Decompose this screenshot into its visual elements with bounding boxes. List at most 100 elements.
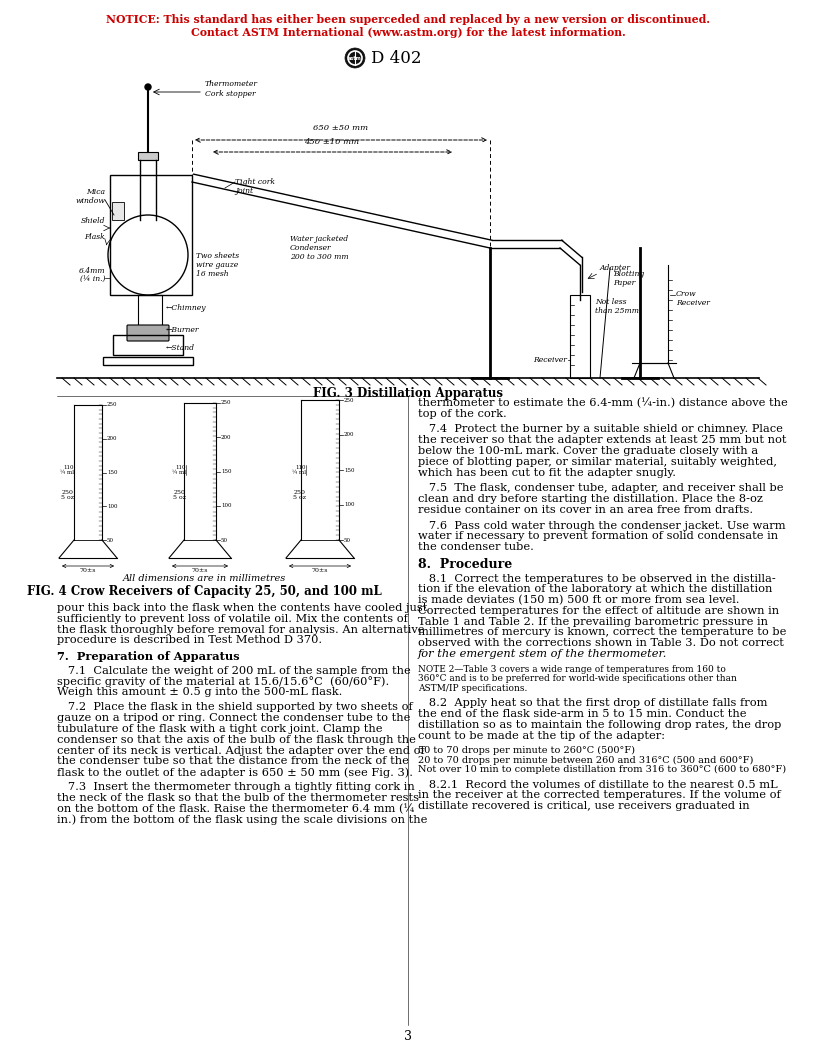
Text: gauze on a tripod or ring. Connect the condenser tube to the: gauze on a tripod or ring. Connect the c… <box>57 713 410 723</box>
Text: 8.2.1  Record the volumes of distillate to the nearest 0.5 mL: 8.2.1 Record the volumes of distillate t… <box>418 779 778 790</box>
Text: 7.3  Insert the thermometer through a tightly fitting cork in: 7.3 Insert the thermometer through a tig… <box>57 782 415 792</box>
Text: count to be made at the tip of the adapter:: count to be made at the tip of the adapt… <box>418 731 665 740</box>
Text: Shield: Shield <box>81 216 105 225</box>
Text: 110
¼ ml: 110 ¼ ml <box>60 465 74 475</box>
Text: Contact ASTM International (www.astm.org) for the latest information.: Contact ASTM International (www.astm.org… <box>191 27 625 38</box>
Text: tubulature of the flask with a tight cork joint. Clamp the: tubulature of the flask with a tight cor… <box>57 724 383 734</box>
Circle shape <box>145 84 151 90</box>
Text: pour this back into the flask when the contents have cooled just: pour this back into the flask when the c… <box>57 603 428 612</box>
Text: 110
¼ ml: 110 ¼ ml <box>292 465 306 475</box>
Bar <box>138 152 158 161</box>
Text: 7.4  Protect the burner by a suitable shield or chimney. Place: 7.4 Protect the burner by a suitable shi… <box>418 425 783 434</box>
Text: ASTM/IP specifications.: ASTM/IP specifications. <box>418 683 527 693</box>
Text: distillation so as to maintain the following drop rates, the drop: distillation so as to maintain the follo… <box>418 720 782 730</box>
Text: specific gravity of the material at 15.6/15.6°C  (60/60°F).: specific gravity of the material at 15.6… <box>57 677 389 687</box>
Text: top of the cork.: top of the cork. <box>418 409 507 419</box>
Text: Weigh this amount ± 0.5 g into the 500-mL flask.: Weigh this amount ± 0.5 g into the 500-m… <box>57 687 343 697</box>
Text: on the bottom of the flask. Raise the thermometer 6.4 mm (¼: on the bottom of the flask. Raise the th… <box>57 804 415 814</box>
Text: 100: 100 <box>107 504 118 509</box>
Text: 50 to 70 drops per minute to 260°C (500°F): 50 to 70 drops per minute to 260°C (500°… <box>418 747 635 755</box>
Text: ←Stand: ←Stand <box>166 344 195 352</box>
Text: Flask: Flask <box>84 233 105 241</box>
Text: 7.6  Pass cold water through the condenser jacket. Use warm: 7.6 Pass cold water through the condense… <box>418 521 786 530</box>
Text: 200: 200 <box>221 435 232 439</box>
Bar <box>570 295 590 378</box>
Bar <box>110 175 192 295</box>
Text: ←Burner: ←Burner <box>166 326 199 334</box>
Text: tion if the elevation of the laboratory at which the distillation: tion if the elevation of the laboratory … <box>418 584 773 595</box>
Bar <box>138 295 162 333</box>
Text: condenser so that the axis of the bulb of the flask through the: condenser so that the axis of the bulb o… <box>57 735 416 744</box>
Text: Crow
Receiver: Crow Receiver <box>676 290 710 307</box>
Text: which has been cut to fit the adapter snugly.: which has been cut to fit the adapter sn… <box>418 468 676 477</box>
Text: 7.5  The flask, condenser tube, adapter, and receiver shall be: 7.5 The flask, condenser tube, adapter, … <box>418 484 783 493</box>
Text: observed with the corrections shown in Table 3. Do not correct: observed with the corrections shown in T… <box>418 638 784 648</box>
Text: clean and dry before starting the distillation. Place the 8-oz: clean and dry before starting the distil… <box>418 494 763 504</box>
Text: water if necessary to prevent formation of solid condensate in: water if necessary to prevent formation … <box>418 531 778 542</box>
Text: FIG. 3 Distillation Apparatus: FIG. 3 Distillation Apparatus <box>313 386 503 400</box>
Text: the condenser tube.: the condenser tube. <box>418 542 534 552</box>
Text: 100: 100 <box>344 503 354 508</box>
Text: residue container on its cover in an area free from drafts.: residue container on its cover in an are… <box>418 505 753 515</box>
Text: is made deviates (150 m) 500 ft or more from sea level.: is made deviates (150 m) 500 ft or more … <box>418 596 739 605</box>
Text: piece of blotting paper, or similar material, suitably weighted,: piece of blotting paper, or similar mate… <box>418 457 777 467</box>
Text: 650 ±50 mm: 650 ±50 mm <box>313 124 369 132</box>
Text: Cork stopper: Cork stopper <box>205 90 255 98</box>
Text: Thermometer: Thermometer <box>205 80 258 88</box>
Text: 100: 100 <box>221 504 232 508</box>
Bar <box>113 335 183 355</box>
Text: 8.1  Correct the temperatures to be observed in the distilla-: 8.1 Correct the temperatures to be obser… <box>418 573 776 584</box>
Text: 50: 50 <box>221 538 228 543</box>
Text: for the emergent stem of the thermometer.: for the emergent stem of the thermometer… <box>418 649 667 659</box>
Text: ←Chimney: ←Chimney <box>166 304 206 312</box>
Text: FIG. 4 Crow Receivers of Capacity 25, 50, and 100 mL: FIG. 4 Crow Receivers of Capacity 25, 50… <box>27 585 381 598</box>
Text: Table 1 and Table 2. If the prevailing barometric pressure in: Table 1 and Table 2. If the prevailing b… <box>418 617 768 626</box>
Text: astm: astm <box>348 56 361 60</box>
Text: 200: 200 <box>344 433 354 437</box>
Text: thermometer to estimate the 6.4-mm (¼-in.) distance above the: thermometer to estimate the 6.4-mm (¼-in… <box>418 398 787 409</box>
Text: NOTICE: This standard has either been superceded and replaced by a new version o: NOTICE: This standard has either been su… <box>106 14 710 25</box>
Text: in.) from the bottom of the flask using the scale divisions on the: in.) from the bottom of the flask using … <box>57 814 428 825</box>
Text: 6.4mm: 6.4mm <box>78 267 105 275</box>
Text: 250: 250 <box>344 397 354 402</box>
Text: 200: 200 <box>107 436 118 441</box>
Text: 250: 250 <box>107 402 118 408</box>
Text: center of its neck is vertical. Adjust the adapter over the end of: center of its neck is vertical. Adjust t… <box>57 746 425 755</box>
Text: Not over 10 min to complete distillation from 316 to 360°C (600 to 680°F): Not over 10 min to complete distillation… <box>418 766 786 774</box>
Text: (¼ in.): (¼ in.) <box>79 276 105 284</box>
Text: distillate recovered is critical, use receivers graduated in: distillate recovered is critical, use re… <box>418 802 750 811</box>
Text: sufficiently to prevent loss of volatile oil. Mix the contents of: sufficiently to prevent loss of volatile… <box>57 614 408 624</box>
Text: 250: 250 <box>221 400 232 406</box>
Text: 110
¼ ml: 110 ¼ ml <box>172 465 186 475</box>
Text: Mica
window: Mica window <box>75 188 105 205</box>
Text: 3: 3 <box>404 1030 412 1043</box>
Text: 20 to 70 drops per minute between 260 and 316°C (500 and 600°F): 20 to 70 drops per minute between 260 an… <box>418 756 753 765</box>
Text: NOTE 2—Table 3 covers a wide range of temperatures from 160 to: NOTE 2—Table 3 covers a wide range of te… <box>418 665 726 674</box>
Text: 70±s: 70±s <box>80 568 96 573</box>
Text: procedure is described in Test Method D 370.: procedure is described in Test Method D … <box>57 636 322 645</box>
Text: Tight cork
Joint: Tight cork Joint <box>235 178 275 195</box>
Text: Corrected temperatures for the effect of altitude are shown in: Corrected temperatures for the effect of… <box>418 606 779 616</box>
Text: Not less
than 25mm: Not less than 25mm <box>595 298 639 315</box>
Circle shape <box>345 48 365 68</box>
Text: 8.2  Apply heat so that the first drop of distillate falls from: 8.2 Apply heat so that the first drop of… <box>418 698 768 709</box>
Text: below the 100-mL mark. Cover the graduate closely with a: below the 100-mL mark. Cover the graduat… <box>418 446 758 456</box>
Bar <box>112 202 124 220</box>
Bar <box>103 357 193 365</box>
Text: 360°C and is to be preferred for world-wide specifications other than: 360°C and is to be preferred for world-w… <box>418 675 737 683</box>
Text: 450 ±10 mm: 450 ±10 mm <box>304 138 360 146</box>
Text: the end of the flask side-arm in 5 to 15 min. Conduct the: the end of the flask side-arm in 5 to 15… <box>418 709 747 719</box>
Text: D 402: D 402 <box>371 50 422 67</box>
Text: 250
5 oz: 250 5 oz <box>293 490 306 501</box>
Text: 150: 150 <box>221 469 232 474</box>
Text: the condenser tube so that the distance from the neck of the: the condenser tube so that the distance … <box>57 756 409 767</box>
Text: in the receiver at the corrected temperatures. If the volume of: in the receiver at the corrected tempera… <box>418 790 781 800</box>
Text: the neck of the flask so that the bulb of the thermometer rests: the neck of the flask so that the bulb o… <box>57 793 419 803</box>
Text: the receiver so that the adapter extends at least 25 mm but not: the receiver so that the adapter extends… <box>418 435 787 446</box>
Text: Two sheets
wire gauze
16 mesh: Two sheets wire gauze 16 mesh <box>196 251 239 278</box>
Text: Blotting
Paper: Blotting Paper <box>613 270 645 287</box>
Text: 250
5 oz: 250 5 oz <box>61 490 74 501</box>
Text: millimetres of mercury is known, correct the temperature to be: millimetres of mercury is known, correct… <box>418 627 787 638</box>
Text: 150: 150 <box>107 470 118 475</box>
Text: 7.1  Calculate the weight of 200 mL of the sample from the: 7.1 Calculate the weight of 200 mL of th… <box>57 665 410 676</box>
